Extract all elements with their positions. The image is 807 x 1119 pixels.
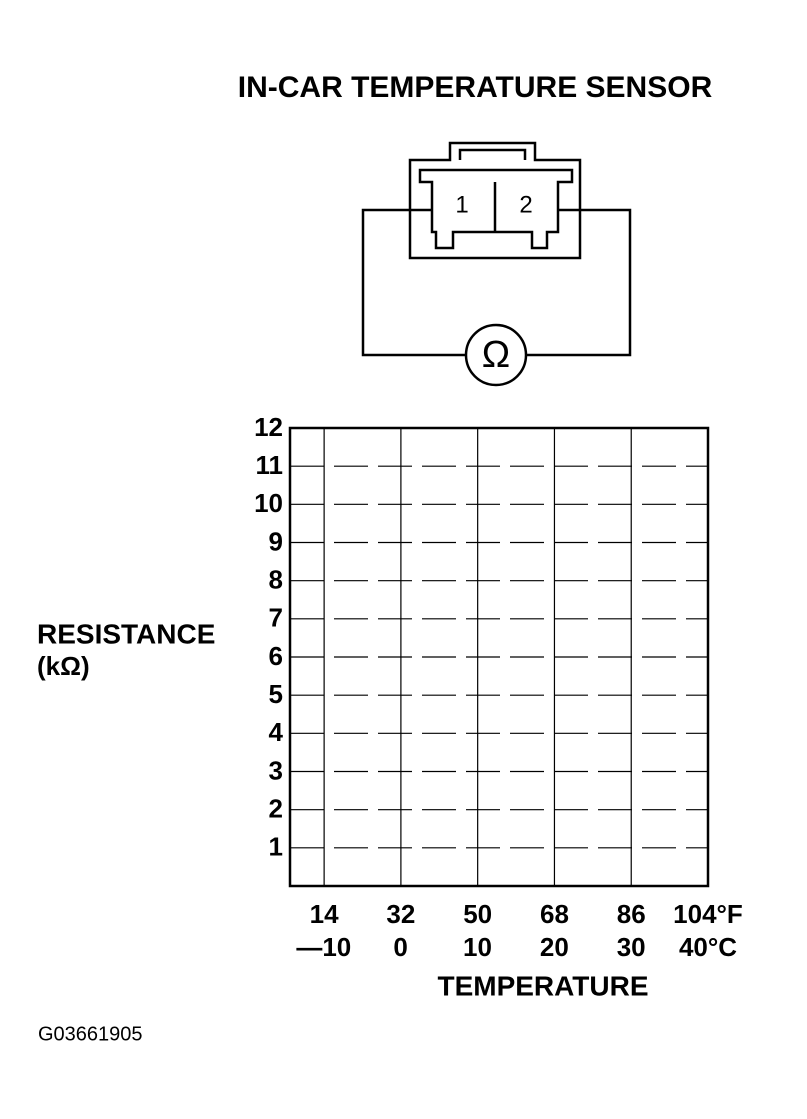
meter-symbol: Ω: [482, 334, 510, 376]
y-tick-label: 10: [254, 488, 283, 518]
pin-label: 2: [519, 191, 532, 218]
plot-frame: [288, 426, 710, 888]
ohmmeter: [464, 323, 528, 387]
y-tick-label: 8: [269, 565, 283, 595]
x-tick-label: 14: [310, 899, 339, 929]
y-tick-label: 1: [269, 832, 283, 862]
x2-tick-label: 20: [540, 932, 569, 962]
x-tick-label: 86: [617, 899, 646, 929]
y-tick-label: 3: [269, 755, 283, 785]
figure-id: G03661905: [38, 1023, 143, 1045]
y-axis-label: RESISTANCE: [37, 618, 215, 649]
y-tick-label: 4: [269, 717, 284, 747]
y-tick-label: 6: [269, 641, 283, 671]
wire: [361, 208, 466, 357]
x2-tick-label: —10: [296, 932, 351, 962]
connector-diagram: [361, 141, 632, 387]
y-tick-label: 7: [269, 603, 283, 633]
chart-title: IN-CAR TEMPERATURE SENSOR: [238, 71, 713, 104]
pin-label: 1: [455, 191, 468, 218]
x2-tick-label: 0: [393, 932, 407, 962]
x-tick-label: 104°F: [673, 899, 743, 929]
x2-tick-label: 10: [463, 932, 492, 962]
x-axis-label: TEMPERATURE: [437, 970, 648, 1001]
x2-tick-label: 40°C: [679, 932, 737, 962]
y-tick-label: 2: [269, 794, 283, 824]
y-tick-label: 9: [269, 526, 283, 556]
connector-outline: [408, 141, 582, 260]
connector-tab: [458, 148, 527, 160]
x-tick-label: 50: [463, 899, 492, 929]
x2-tick-label: 30: [617, 932, 646, 962]
x-tick-label: 68: [540, 899, 569, 929]
wire: [526, 208, 632, 357]
y-axis-unit: (kΩ): [37, 651, 90, 681]
y-tick-label: 5: [269, 679, 283, 709]
x-tick-label: 32: [386, 899, 415, 929]
y-tick-label: 11: [256, 450, 284, 480]
y-tick-label: 12: [254, 412, 283, 442]
connector-inner: [418, 168, 574, 250]
